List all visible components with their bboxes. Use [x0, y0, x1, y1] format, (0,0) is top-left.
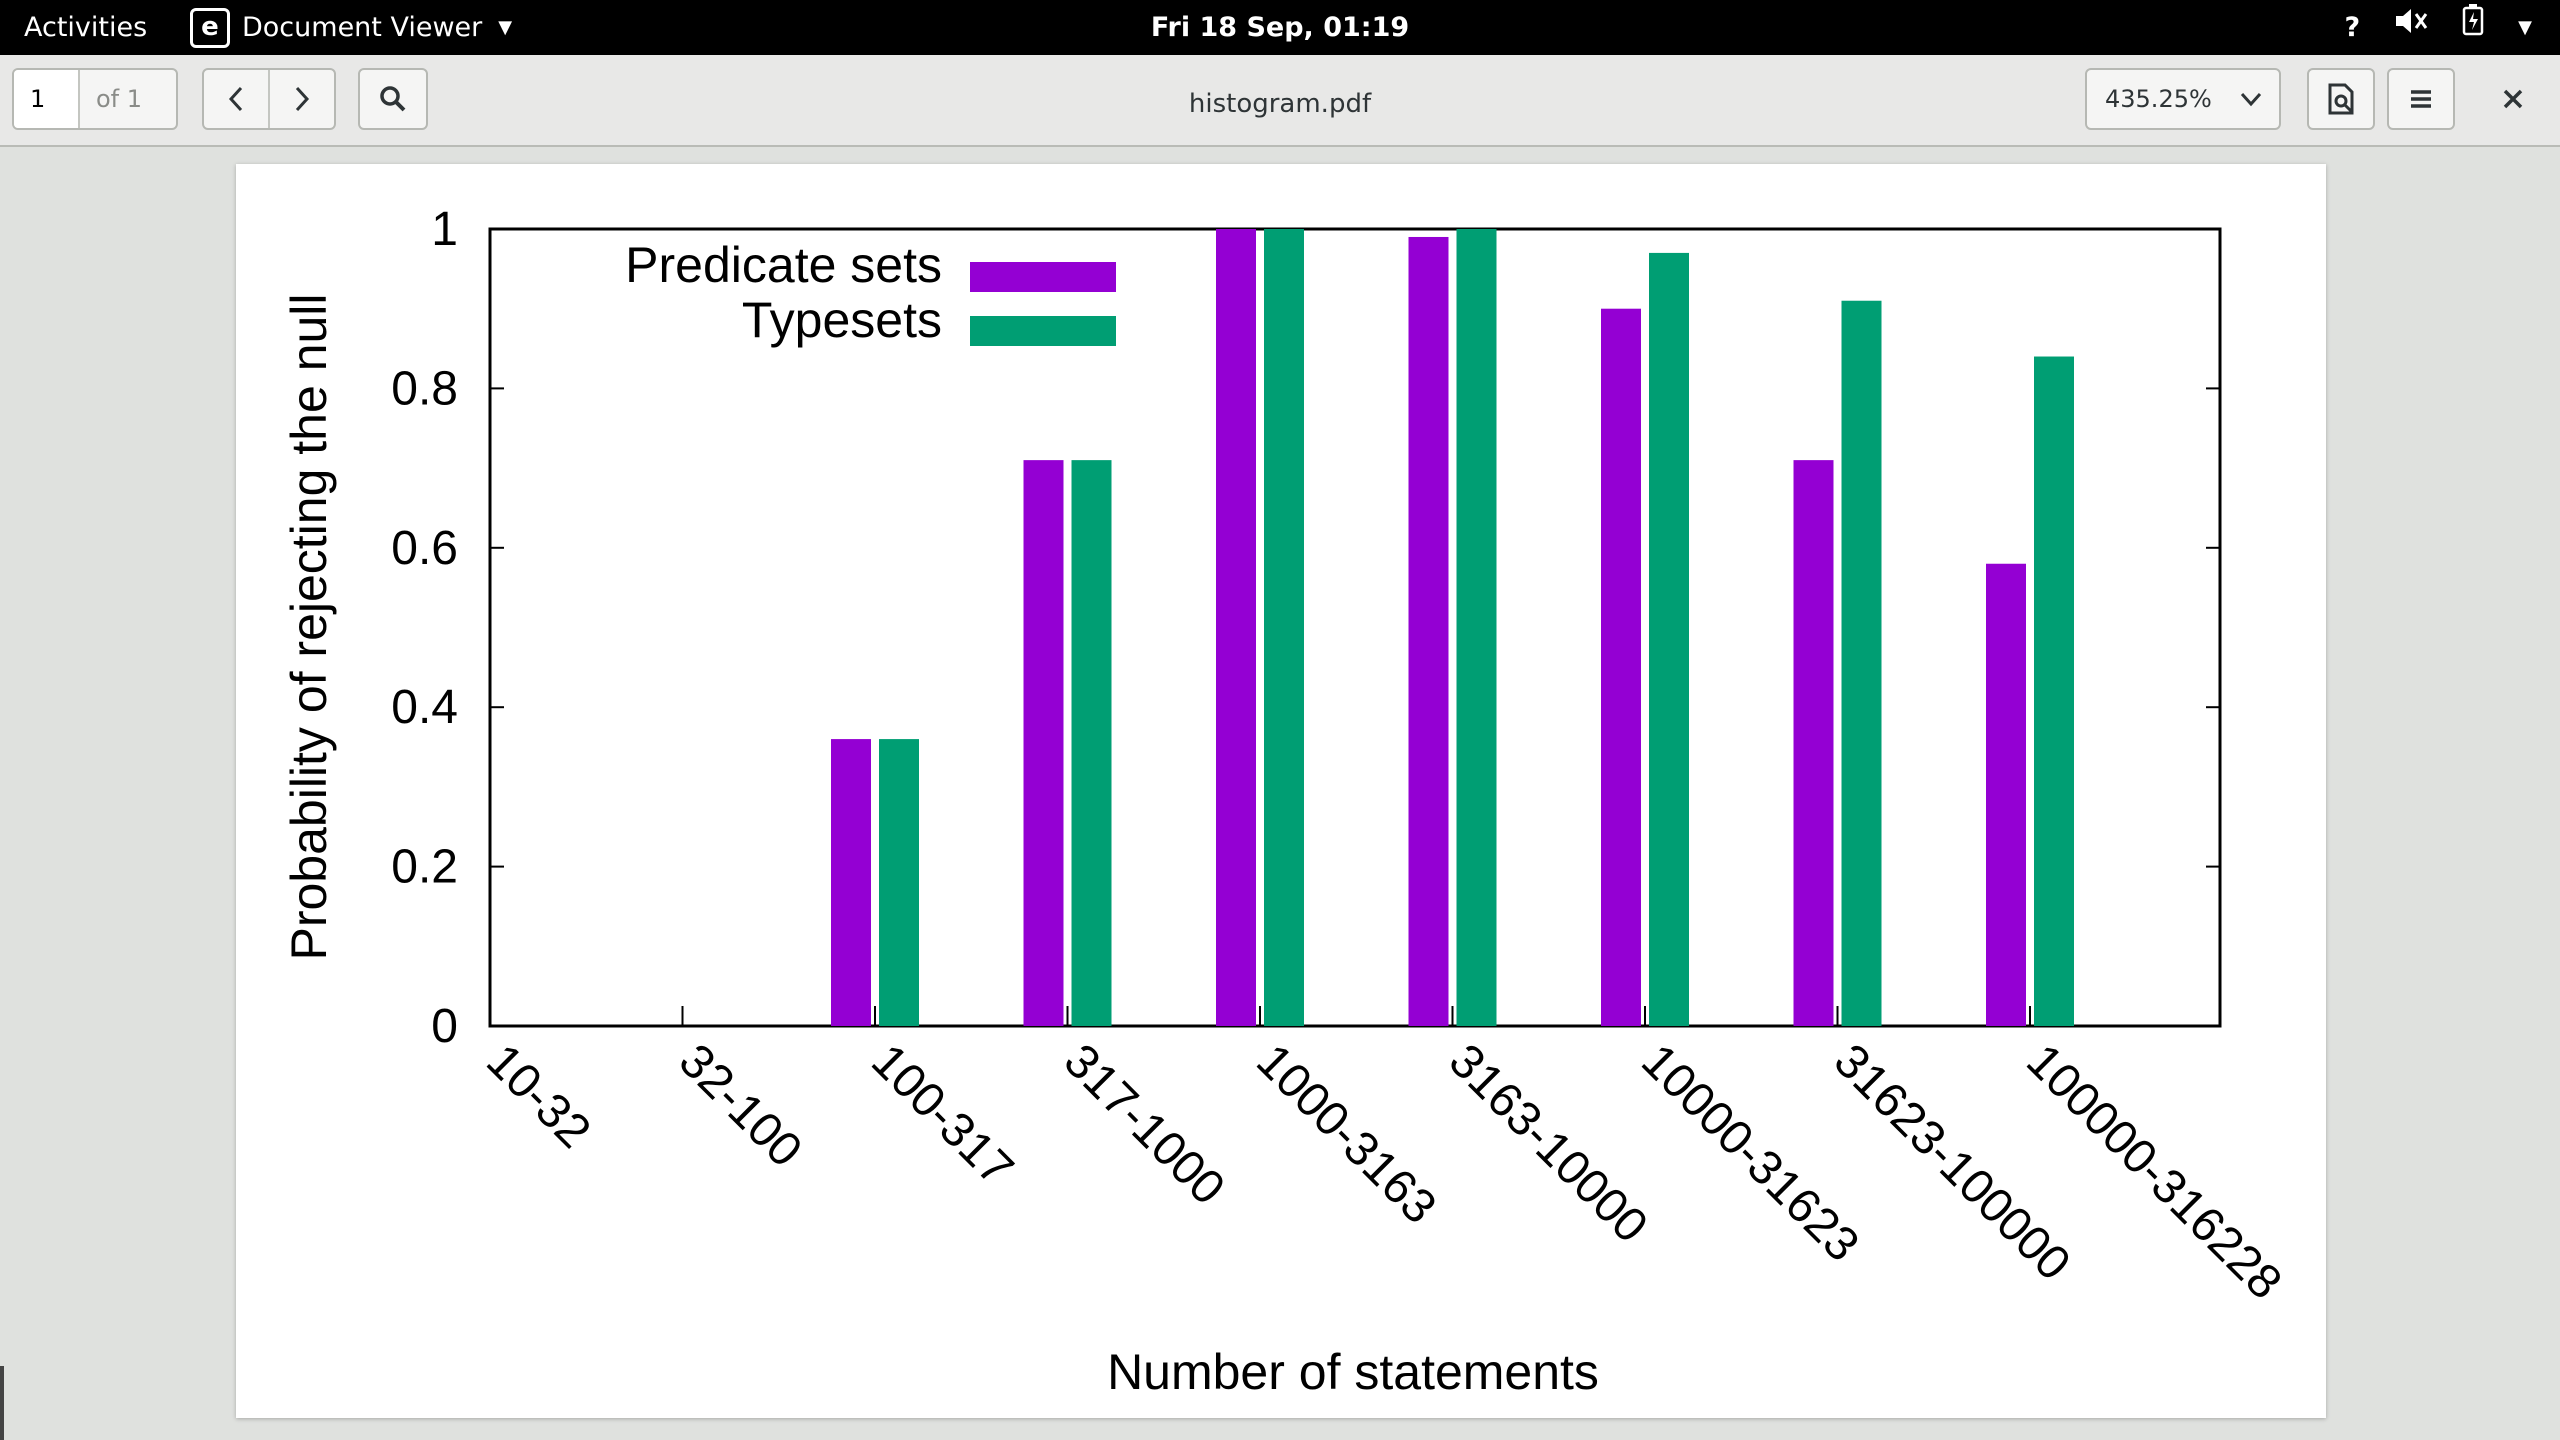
y-tick-label: 0.4 — [391, 681, 458, 734]
next-page-button[interactable] — [268, 70, 334, 128]
bar-typesets — [1264, 229, 1304, 1026]
chevron-left-icon — [228, 86, 243, 112]
app-menu[interactable]: e Document Viewer ▼ — [190, 0, 512, 55]
document-viewer-icon: e — [190, 7, 230, 48]
chevron-down-icon: ▼ — [498, 17, 513, 38]
app-name: Document Viewer — [242, 12, 483, 43]
bar-predicate-sets — [1793, 460, 1834, 1026]
zoom-selector[interactable]: 435.25% — [2085, 68, 2281, 130]
histogram-chart: 0 0.2 0.4 0.6 0.8 1 10-32 32-100 100-317 317-100… — [281, 203, 2292, 1400]
x-tick-label: 3163-10000 — [1439, 1034, 1658, 1253]
bar-predicate-sets — [1986, 563, 2026, 1026]
previous-page-button[interactable] — [204, 70, 268, 128]
zoom-level: 435.25% — [2105, 85, 2212, 113]
volume-muted-icon[interactable] — [2394, 0, 2428, 55]
legend-swatch-typesets — [970, 316, 1116, 346]
x-tick-label: 100-317 — [861, 1034, 1023, 1196]
x-tick-label: 10-32 — [476, 1034, 600, 1158]
page-navigation — [202, 68, 336, 130]
top-bar: Activities e Document Viewer ▼ Fri 18 Se… — [0, 0, 2560, 55]
search-icon — [380, 86, 406, 112]
bar-predicate-sets — [1216, 229, 1256, 1026]
legend-label-predicate-sets: Predicate sets — [625, 237, 942, 293]
bar-typesets — [1456, 229, 1497, 1026]
search-button[interactable] — [358, 68, 428, 130]
header-bar: of 1 histogram.pdf 435.25% — [0, 55, 2560, 147]
y-tick-label: 0.2 — [391, 841, 458, 894]
legend-label-typesets: Typesets — [742, 292, 942, 348]
chevron-down-icon — [2240, 92, 2262, 107]
page-selector: of 1 — [12, 68, 178, 130]
window-edge — [0, 1366, 4, 1440]
y-tick-label: 0.6 — [391, 522, 458, 575]
y-axis-title: Probability of rejecting the null — [281, 293, 337, 960]
document-page: 0 0.2 0.4 0.6 0.8 1 10-32 32-100 100-317 317-100… — [236, 164, 2326, 1418]
close-window-button[interactable] — [2480, 68, 2546, 130]
bar-typesets — [879, 739, 919, 1026]
page-number-input[interactable] — [14, 70, 80, 128]
chevron-right-icon — [295, 86, 310, 112]
bar-predicate-sets — [831, 739, 871, 1026]
activities-button[interactable]: Activities — [24, 12, 148, 43]
annotate-button[interactable] — [2307, 68, 2375, 130]
system-tray[interactable]: ? ▼ — [2344, 0, 2532, 55]
legend-swatch-predicate-sets — [970, 262, 1116, 292]
system-menu-caret-icon[interactable]: ▼ — [2518, 17, 2532, 38]
plot-frame — [488, 227, 2222, 1028]
bar-typesets — [1649, 252, 1689, 1026]
bar-predicate-sets — [1601, 308, 1641, 1026]
bar-predicate-sets — [1408, 236, 1449, 1027]
bar-typesets — [1071, 460, 1112, 1026]
x-tick-label: 317-1000 — [1054, 1034, 1235, 1215]
y-tick-label: 0 — [431, 1000, 458, 1053]
y-tick-label: 0.8 — [391, 362, 458, 415]
battery-charging-icon[interactable] — [2462, 0, 2484, 55]
bar-typesets — [1841, 300, 1882, 1026]
x-tick-label: 1000-3163 — [1246, 1034, 1446, 1234]
x-axis-title: Number of statements — [1107, 1344, 1599, 1400]
page-total: of 1 — [96, 85, 143, 113]
y-tick-label: 1 — [431, 203, 458, 256]
bar-predicate-sets — [1023, 460, 1064, 1026]
hamburger-menu-icon — [2411, 90, 2431, 108]
close-icon — [2503, 89, 2523, 109]
bar-typesets — [2034, 356, 2074, 1026]
menu-button[interactable] — [2387, 68, 2455, 130]
annotate-icon — [2328, 83, 2354, 115]
x-tick-label: 32-100 — [669, 1034, 812, 1177]
help-icon[interactable]: ? — [2344, 12, 2361, 43]
